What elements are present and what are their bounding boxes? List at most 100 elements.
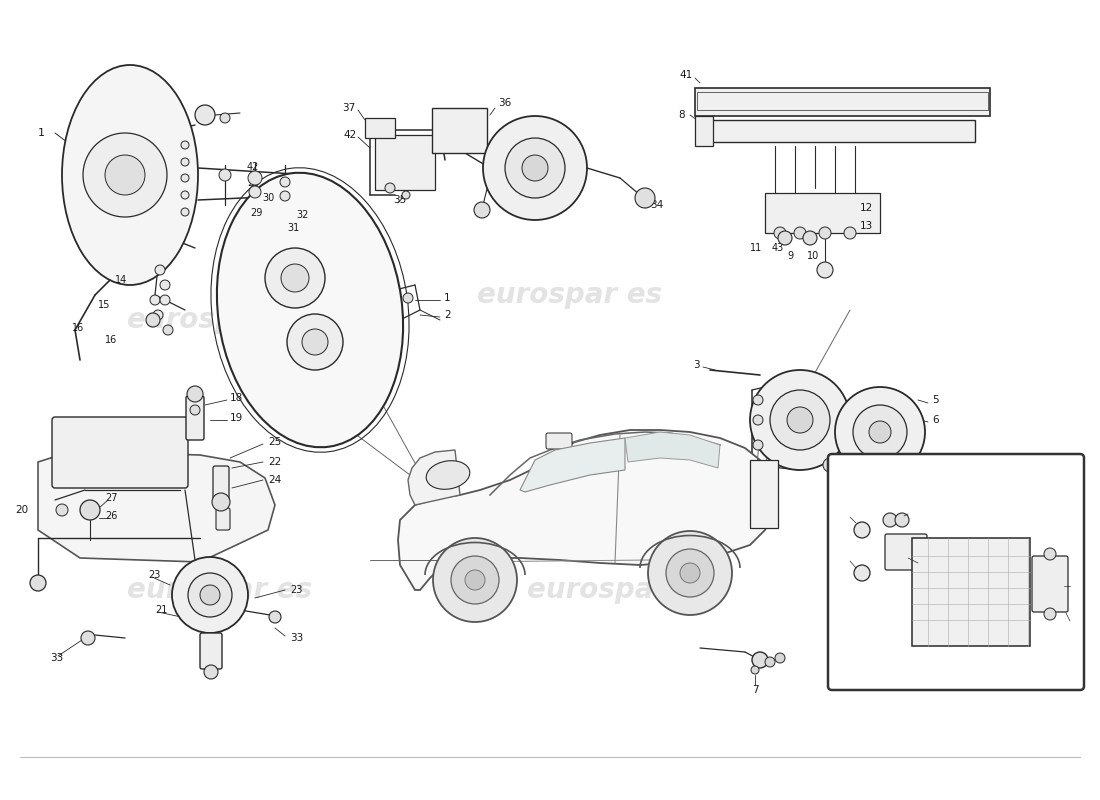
Circle shape xyxy=(204,665,218,679)
Text: 8: 8 xyxy=(679,110,685,120)
Bar xyxy=(365,118,395,138)
Text: 13: 13 xyxy=(860,221,873,231)
Circle shape xyxy=(80,500,100,520)
Circle shape xyxy=(680,563,700,583)
Bar xyxy=(710,120,975,142)
Text: 2: 2 xyxy=(444,310,451,320)
Text: 40: 40 xyxy=(908,505,920,515)
Text: 7: 7 xyxy=(751,685,758,695)
Text: 17: 17 xyxy=(1072,613,1085,623)
FancyBboxPatch shape xyxy=(546,433,572,449)
Circle shape xyxy=(823,458,837,472)
Text: 25: 25 xyxy=(268,437,282,447)
Text: 18: 18 xyxy=(230,393,243,403)
Circle shape xyxy=(249,186,261,198)
Text: 27: 27 xyxy=(104,493,118,503)
Polygon shape xyxy=(408,450,460,505)
Circle shape xyxy=(505,138,565,198)
Circle shape xyxy=(187,386,204,402)
Circle shape xyxy=(854,522,870,538)
Text: eurospar es: eurospar es xyxy=(128,576,312,604)
Circle shape xyxy=(160,295,170,305)
Text: 38: 38 xyxy=(1072,578,1085,588)
Text: 41: 41 xyxy=(680,70,693,80)
Text: 28: 28 xyxy=(248,178,260,188)
Bar xyxy=(750,460,778,528)
Circle shape xyxy=(770,390,830,450)
Text: 4: 4 xyxy=(932,460,938,470)
FancyBboxPatch shape xyxy=(186,396,204,440)
Circle shape xyxy=(270,611,280,623)
Ellipse shape xyxy=(426,461,470,490)
Text: 32: 32 xyxy=(296,210,308,220)
Circle shape xyxy=(474,202,490,218)
Bar xyxy=(764,193,880,233)
Circle shape xyxy=(764,657,776,667)
Bar xyxy=(912,538,1030,646)
Circle shape xyxy=(752,652,768,668)
Circle shape xyxy=(212,493,230,511)
Circle shape xyxy=(465,570,485,590)
Ellipse shape xyxy=(62,65,198,285)
Circle shape xyxy=(200,585,220,605)
Text: 20: 20 xyxy=(15,505,28,515)
FancyBboxPatch shape xyxy=(1032,556,1068,612)
Text: 39: 39 xyxy=(840,509,852,519)
Circle shape xyxy=(280,177,290,187)
Circle shape xyxy=(160,280,170,290)
Circle shape xyxy=(287,314,343,370)
Circle shape xyxy=(182,191,189,199)
Circle shape xyxy=(754,415,763,425)
Circle shape xyxy=(188,573,232,617)
Text: 35: 35 xyxy=(393,195,406,205)
Circle shape xyxy=(754,440,763,450)
Text: eurospar es: eurospar es xyxy=(527,576,713,604)
Text: 21: 21 xyxy=(155,605,167,615)
Text: 6: 6 xyxy=(932,415,938,425)
Text: 11: 11 xyxy=(750,243,762,253)
Text: 42: 42 xyxy=(343,130,358,140)
Circle shape xyxy=(1044,608,1056,620)
Circle shape xyxy=(666,549,714,597)
Text: 24: 24 xyxy=(268,475,282,485)
Text: 19: 19 xyxy=(230,413,243,423)
Text: 26: 26 xyxy=(104,511,118,521)
Text: 29: 29 xyxy=(250,208,263,218)
Text: 34: 34 xyxy=(650,200,663,210)
Polygon shape xyxy=(520,438,625,492)
Circle shape xyxy=(220,113,230,123)
FancyBboxPatch shape xyxy=(828,454,1084,690)
Circle shape xyxy=(1044,548,1056,560)
Circle shape xyxy=(835,387,925,477)
Circle shape xyxy=(817,262,833,278)
Circle shape xyxy=(840,467,850,477)
Text: 14: 14 xyxy=(116,275,128,285)
Text: 15: 15 xyxy=(98,300,110,310)
Text: 1: 1 xyxy=(39,128,45,138)
Circle shape xyxy=(635,188,654,208)
Bar xyxy=(375,135,434,190)
FancyBboxPatch shape xyxy=(200,633,222,669)
Circle shape xyxy=(854,565,870,581)
Circle shape xyxy=(820,227,830,239)
Text: 10: 10 xyxy=(807,251,820,261)
Circle shape xyxy=(778,231,792,245)
Text: 39: 39 xyxy=(840,553,852,563)
Text: 30: 30 xyxy=(262,193,274,203)
Circle shape xyxy=(794,227,806,239)
Circle shape xyxy=(402,191,410,199)
Circle shape xyxy=(172,557,248,633)
Circle shape xyxy=(451,556,499,604)
Circle shape xyxy=(786,407,813,433)
Circle shape xyxy=(163,325,173,335)
Circle shape xyxy=(483,116,587,220)
Text: 12: 12 xyxy=(860,203,873,213)
Text: 36: 36 xyxy=(498,98,512,108)
Text: 33: 33 xyxy=(50,653,64,663)
Circle shape xyxy=(182,174,189,182)
Circle shape xyxy=(751,666,759,674)
Text: 23: 23 xyxy=(148,570,161,580)
Circle shape xyxy=(280,264,309,292)
Circle shape xyxy=(852,405,907,459)
Text: 23: 23 xyxy=(290,585,303,595)
